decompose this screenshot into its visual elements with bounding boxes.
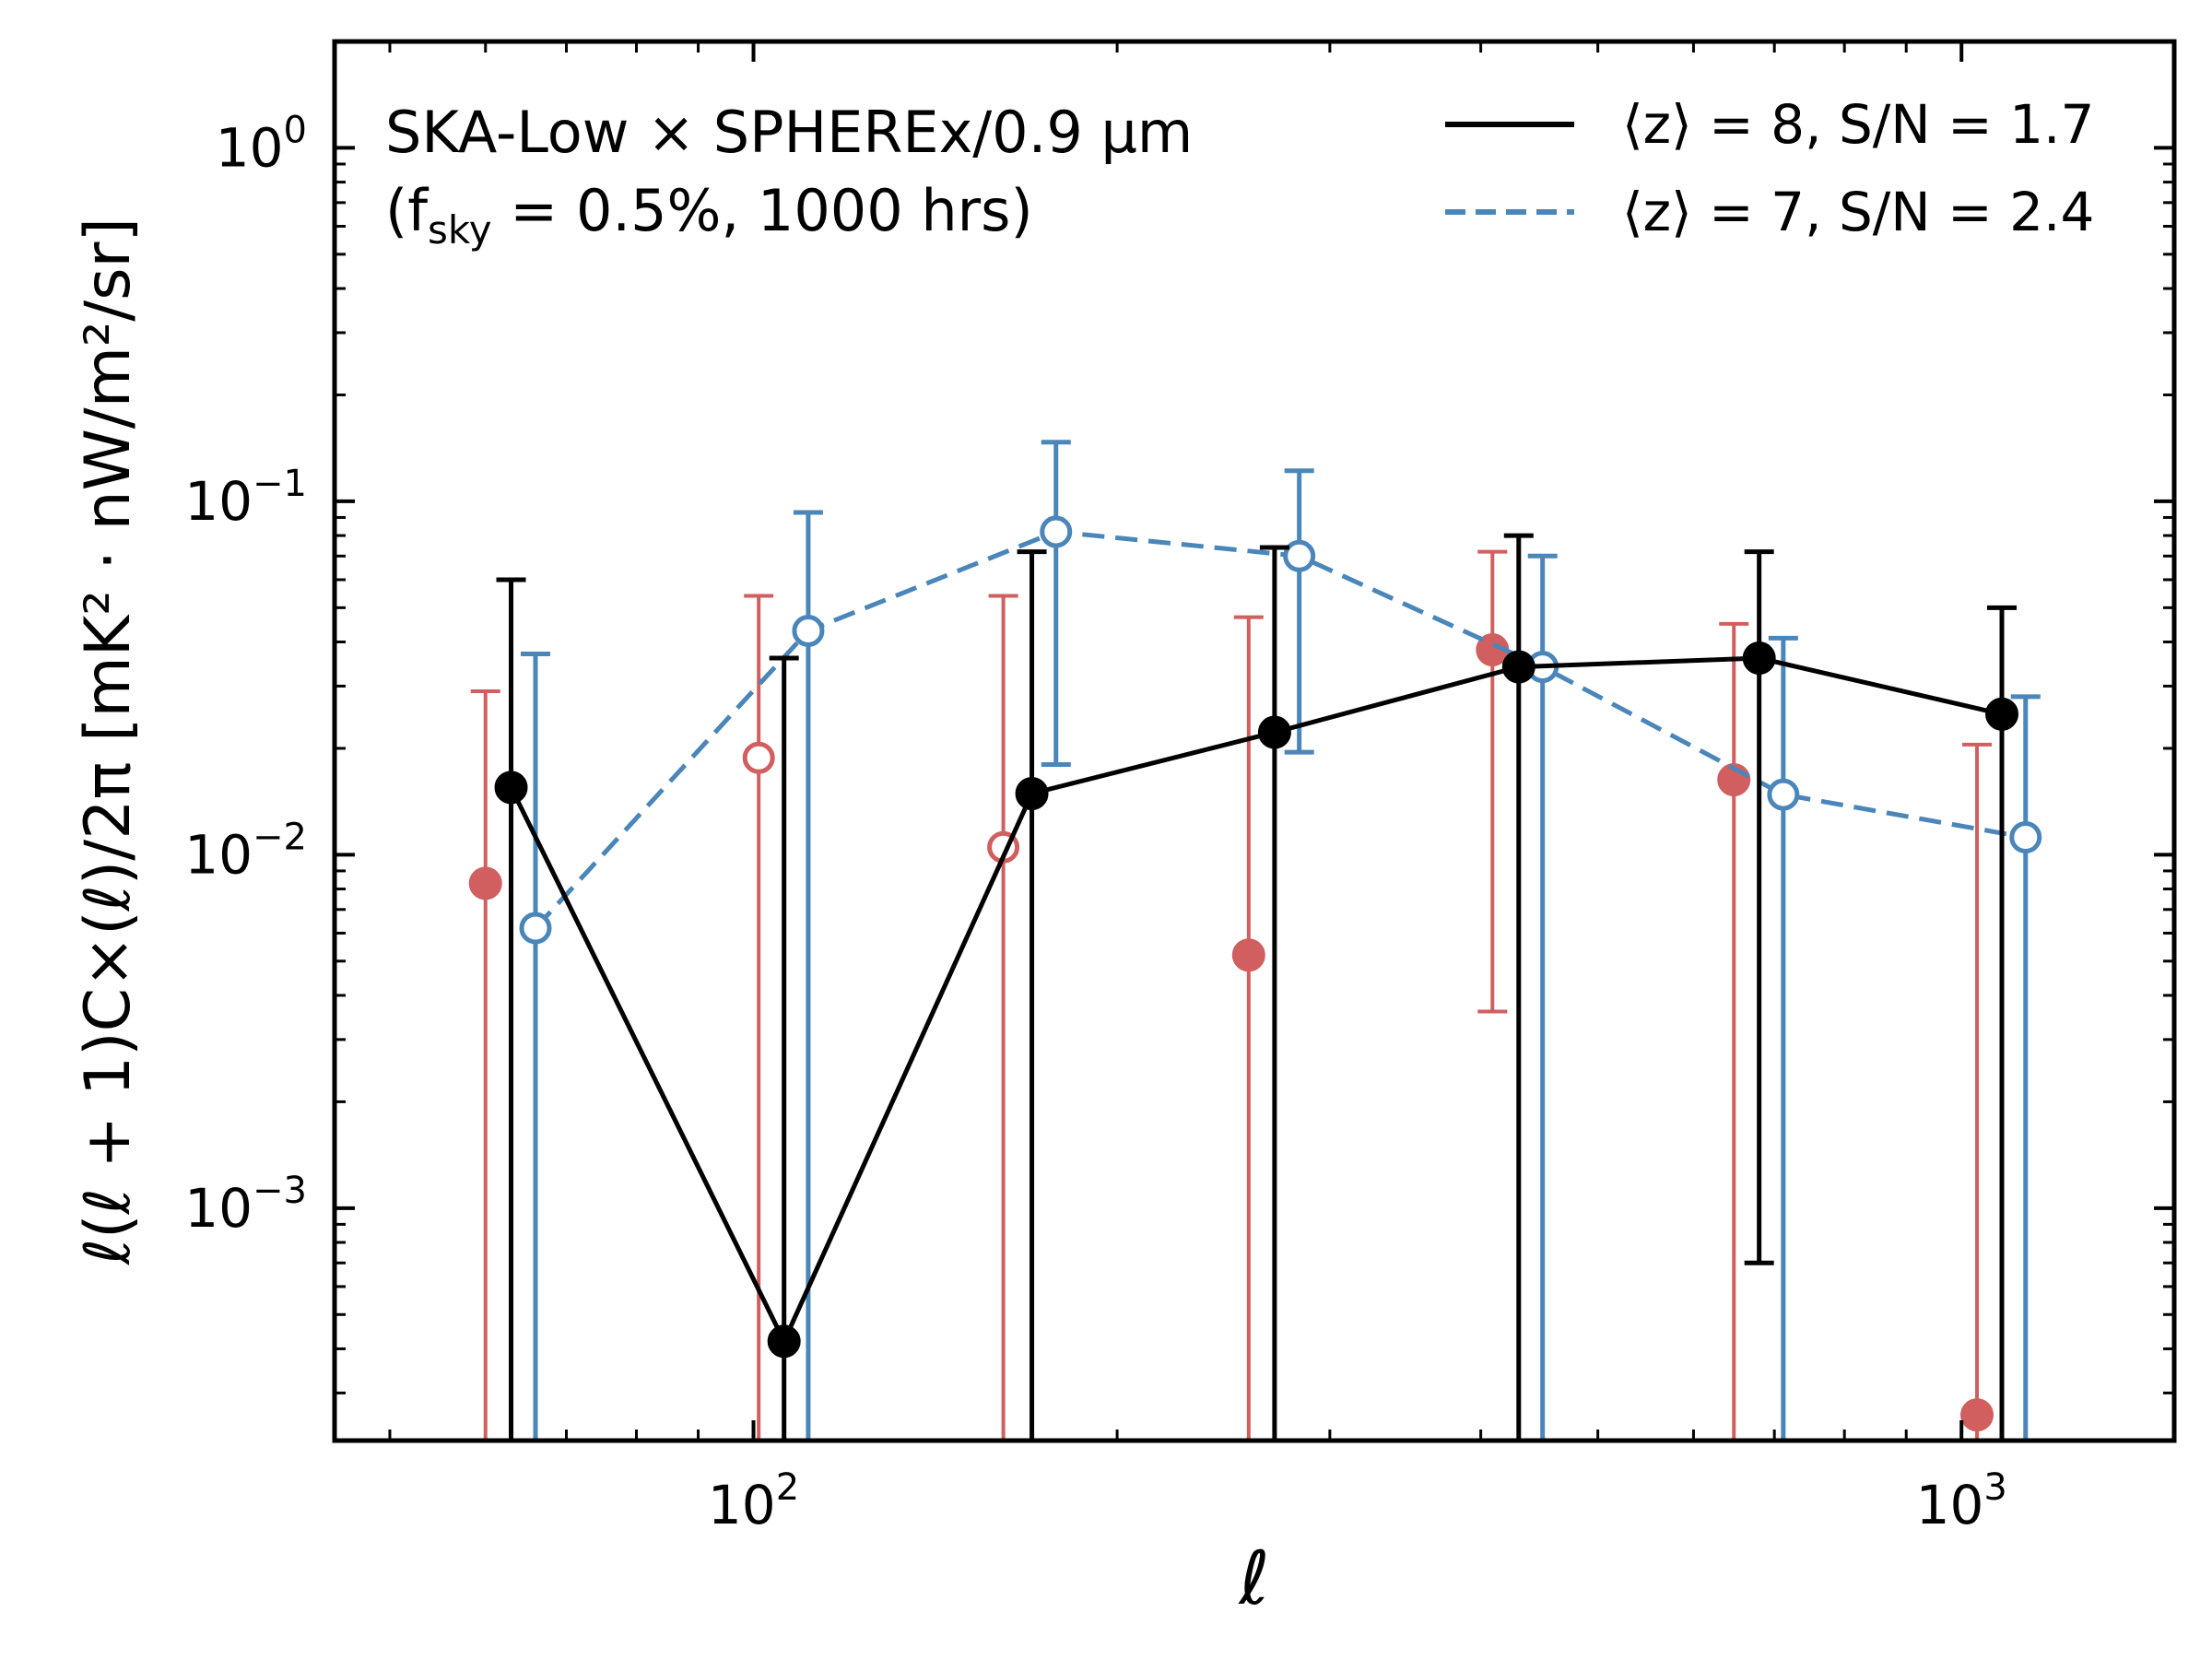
- x-axis-label: ℓ: [1237, 1535, 1269, 1621]
- y-tick-label-0.001-base: 10: [184, 1177, 253, 1240]
- data-point-filled: [494, 771, 528, 805]
- series-0: [494, 533, 2019, 1441]
- data-point-filled: [1960, 1398, 1994, 1432]
- y-tick-label-0.1: 10−1: [184, 463, 307, 533]
- data-point-open: [1040, 515, 1073, 548]
- data-point-open: [742, 741, 775, 774]
- x-tick-label-100-base: 10: [708, 1474, 776, 1536]
- minor-ticks: [335, 40, 2174, 1441]
- y-tick-label-1-exp: 0: [284, 109, 307, 151]
- data-point-filled: [1501, 650, 1535, 684]
- legend-label-z8: ⟨z⟩ = 8, S/N = 1.7: [1622, 93, 2094, 156]
- y-tick-label-1: 100: [216, 109, 307, 179]
- x-tick-label-1000: 103: [1916, 1466, 2007, 1536]
- data-layer: [468, 440, 2042, 1441]
- annotation-line1: SKA-Low × SPHEREx/0.9 μm: [385, 99, 1193, 166]
- data-point-filled: [1985, 697, 2019, 731]
- y-tick-label-0.01-exp: −2: [253, 816, 307, 858]
- data-point-open: [792, 614, 825, 647]
- data-point-filled: [1231, 938, 1265, 972]
- series-1: [519, 440, 2042, 1441]
- series-line-0: [509, 655, 2003, 1347]
- y-axis-label: ℓ(ℓ + 1)C×(ℓ)/2π [mK² · nW/m²/sr]: [72, 218, 145, 1265]
- x-tick-label-1000-base: 10: [1916, 1474, 1984, 1536]
- y-tick-label-0.01: 10−2: [184, 816, 307, 886]
- data-point-filled: [468, 866, 502, 900]
- y-tick-label-0.001: 10−3: [184, 1170, 307, 1240]
- annotation-line2: (fsky = 0.5%, 1000 hrs): [385, 177, 1033, 253]
- data-point-open: [1283, 539, 1316, 572]
- y-tick-label-0.1-exp: −1: [253, 463, 307, 505]
- plot-frame: [332, 39, 2177, 1443]
- y-tick-label-0.001-exp: −3: [253, 1170, 307, 1212]
- legend-label-z7: ⟨z⟩ = 7, S/N = 2.4: [1622, 181, 2094, 243]
- y-tick-label-0.01-base: 10: [184, 823, 253, 886]
- x-tick-label-100: 102: [708, 1466, 799, 1536]
- data-point-open: [2009, 820, 2042, 853]
- x-tick-label-1000-exp: 3: [1983, 1466, 2006, 1509]
- x-tick-label-100-exp: 2: [776, 1466, 799, 1509]
- data-point-open: [519, 912, 552, 945]
- data-point-filled: [1742, 641, 1776, 676]
- series-2: [468, 549, 1994, 1441]
- y-tick-label-0.1-base: 10: [184, 470, 253, 533]
- data-point-filled: [1257, 715, 1291, 749]
- data-point-filled: [1015, 776, 1049, 810]
- annotation-line2-sub: sky: [428, 207, 492, 253]
- major-ticks: [335, 41, 2174, 1441]
- data-point-filled: [767, 1324, 801, 1359]
- y-tick-label-1-base: 10: [216, 116, 284, 179]
- annotation-line2-prefix: (f: [385, 177, 429, 244]
- annotation-line2-rest: = 0.5%, 1000 hrs): [492, 177, 1033, 244]
- legend: ⟨z⟩ = 8, S/N = 1.7 ⟨z⟩ = 7, S/N = 2.4: [1445, 93, 2094, 243]
- data-point-open: [1767, 778, 1800, 811]
